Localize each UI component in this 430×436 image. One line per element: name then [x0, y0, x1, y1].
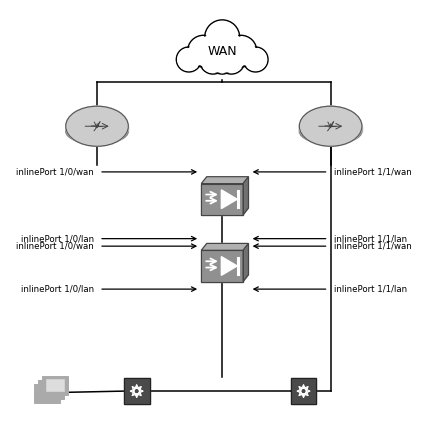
Text: WAN: WAN [207, 44, 236, 58]
Bar [42, 383, 60, 395]
Bar [37, 388, 55, 399]
Polygon shape [299, 126, 361, 131]
Ellipse shape [66, 106, 128, 146]
Bar [290, 378, 316, 404]
Text: inlinePort 1/1/wan: inlinePort 1/1/wan [333, 242, 411, 251]
Ellipse shape [299, 106, 361, 146]
Bar [201, 250, 243, 282]
Circle shape [211, 52, 232, 73]
Polygon shape [201, 243, 248, 250]
Polygon shape [201, 177, 248, 184]
Circle shape [226, 37, 255, 66]
Circle shape [243, 47, 267, 72]
Bar [290, 378, 316, 404]
Ellipse shape [299, 118, 361, 144]
Circle shape [199, 48, 226, 74]
Polygon shape [221, 190, 237, 208]
Text: inlinePort 1/0/lan: inlinePort 1/0/lan [21, 285, 93, 293]
Circle shape [187, 35, 219, 67]
Ellipse shape [299, 106, 361, 146]
Bar [201, 250, 243, 282]
Text: inlinePort 1/1/lan: inlinePort 1/1/lan [333, 285, 406, 293]
Bar [38, 380, 64, 399]
Circle shape [200, 48, 225, 73]
Text: inlinePort 1/0/wan: inlinePort 1/0/wan [16, 242, 93, 251]
Circle shape [188, 37, 218, 66]
Circle shape [206, 21, 238, 54]
Circle shape [210, 51, 233, 74]
Circle shape [243, 48, 267, 71]
Bar [42, 376, 68, 395]
Circle shape [177, 48, 200, 71]
Text: inlinePort 1/1/lan: inlinePort 1/1/lan [333, 234, 406, 243]
Bar [123, 378, 149, 404]
Bar [201, 184, 243, 215]
Bar [201, 184, 243, 215]
Polygon shape [243, 243, 248, 282]
Circle shape [224, 35, 256, 67]
Circle shape [218, 48, 243, 73]
Ellipse shape [66, 106, 128, 146]
Bar [34, 384, 59, 403]
Polygon shape [66, 126, 128, 131]
Circle shape [176, 47, 201, 72]
Text: inlinePort 1/0/wan: inlinePort 1/0/wan [16, 167, 93, 177]
Ellipse shape [66, 118, 128, 144]
Polygon shape [221, 256, 237, 276]
Circle shape [218, 48, 244, 74]
Circle shape [204, 20, 239, 55]
Bar [46, 379, 64, 391]
Polygon shape [243, 177, 248, 215]
Text: inlinePort 1/1/wan: inlinePort 1/1/wan [333, 167, 411, 177]
Bar [123, 378, 149, 404]
Text: inlinePort 1/0/lan: inlinePort 1/0/lan [21, 234, 93, 243]
